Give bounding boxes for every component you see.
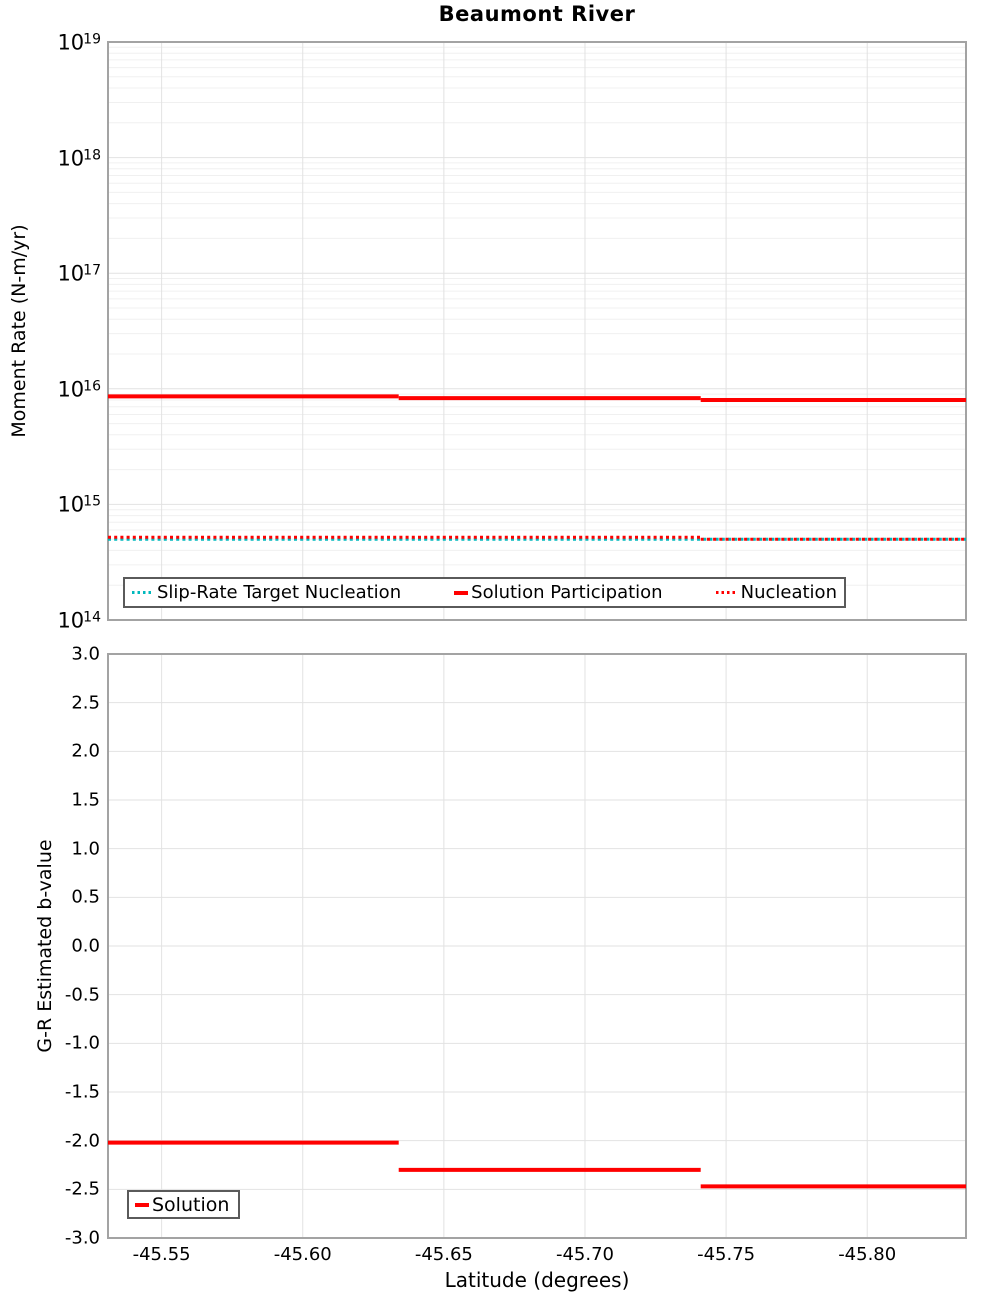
x-tick-label: -45.75 <box>697 1244 756 1265</box>
nucleation-line-swatch-icon <box>715 591 738 594</box>
legend-label-slip-rate-target: Slip-Rate Target Nucleation <box>157 582 402 603</box>
top-legend: Slip-Rate Target Nucleation Solution Par… <box>123 577 846 608</box>
y-tick-label-top: 1014 <box>57 608 101 633</box>
y-tick-label-bottom: 1.0 <box>71 838 100 860</box>
exponent: 19 <box>83 31 101 48</box>
x-tick-label: -45.55 <box>132 1244 191 1265</box>
legend-item-solution: Solution <box>135 1194 229 1216</box>
y-tick-label-bottom: -3.0 <box>64 1227 100 1249</box>
bottom-plot-border <box>107 653 967 1239</box>
y-tick-label-top: 1015 <box>57 492 101 517</box>
y-tick-label-top: 1018 <box>57 146 101 171</box>
y-tick-label-bottom: -1.0 <box>64 1032 100 1054</box>
slip-rate-target-line-swatch-icon <box>132 591 154 594</box>
bottom-legend: Solution <box>127 1190 241 1219</box>
y-tick-label-top: 1017 <box>57 261 101 286</box>
x-tick-label: -45.70 <box>555 1244 614 1265</box>
chart-title: Beaumont River <box>438 2 636 26</box>
top-plot-border <box>107 41 967 621</box>
y-tick-label-bottom: 0.0 <box>71 935 100 957</box>
x-tick-label: -45.60 <box>273 1244 332 1265</box>
y-tick-label-bottom: 1.5 <box>71 789 100 811</box>
y-tick-label-bottom: 3.0 <box>71 643 100 665</box>
solution-participation-line-swatch-icon <box>454 590 469 595</box>
legend-label-nucleation: Nucleation <box>740 582 837 603</box>
legend-label-solution: Solution <box>152 1193 230 1216</box>
exponent: 17 <box>83 262 101 279</box>
y-tick-label-bottom: -2.0 <box>64 1130 100 1152</box>
y-tick-label-top: 1019 <box>57 30 101 55</box>
y-axis-label-moment-rate: Moment Rate (N-m/yr) <box>8 224 30 438</box>
x-tick-label: -45.80 <box>838 1244 897 1265</box>
legend-item-solution-participation: Solution Participation <box>454 582 663 603</box>
legend-item-slip-rate-target: Slip-Rate Target Nucleation <box>132 582 401 603</box>
exponent: 18 <box>83 147 101 164</box>
x-axis-label-latitude: Latitude (degrees) <box>444 1268 630 1292</box>
y-tick-label-bottom: 2.0 <box>71 740 100 762</box>
exponent: 16 <box>83 378 101 395</box>
y-tick-label-bottom: -1.5 <box>64 1081 100 1103</box>
y-tick-label-bottom: 2.5 <box>71 692 100 714</box>
exponent: 14 <box>83 609 101 626</box>
solution-line-swatch-icon <box>135 1202 149 1207</box>
y-axis-label-b-value: G-R Estimated b-value <box>34 839 56 1053</box>
y-tick-label-top: 1016 <box>57 377 101 402</box>
y-tick-label-bottom: 0.5 <box>71 886 100 908</box>
legend-label-solution-participation: Solution Participation <box>471 582 663 603</box>
legend-item-nucleation: Nucleation <box>715 582 837 603</box>
x-tick-label: -45.65 <box>414 1244 473 1265</box>
y-tick-label-bottom: -0.5 <box>64 984 100 1006</box>
y-tick-label-bottom: -2.5 <box>64 1178 100 1200</box>
exponent: 15 <box>83 493 101 510</box>
